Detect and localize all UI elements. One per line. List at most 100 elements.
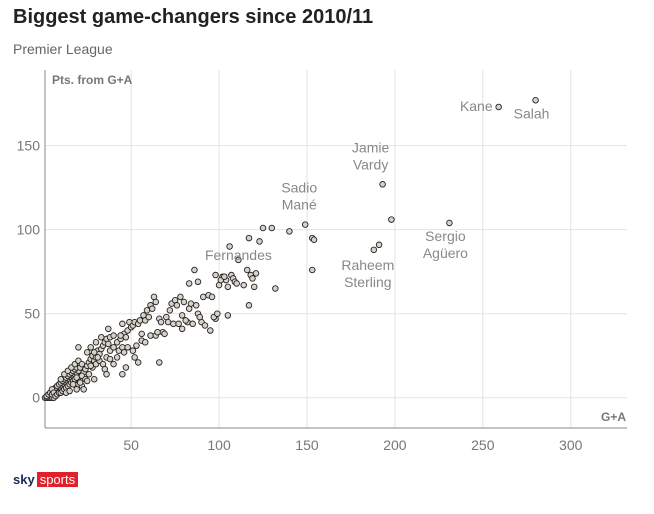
data-point <box>224 312 232 319</box>
data-point <box>124 344 131 351</box>
data-point <box>388 216 395 223</box>
y-axis-label: Pts. from G+A <box>52 73 133 87</box>
data-point <box>532 97 539 104</box>
data-point <box>370 246 378 254</box>
data-point <box>92 339 100 346</box>
data-point <box>192 302 200 309</box>
data-point <box>152 298 160 306</box>
data-point <box>214 310 221 317</box>
data-point <box>446 219 453 227</box>
data-point <box>133 342 140 349</box>
data-point <box>66 387 73 395</box>
data-point <box>166 307 174 314</box>
data-point <box>259 224 267 232</box>
data-point <box>87 344 94 351</box>
data-point <box>212 271 219 279</box>
data-point <box>173 302 181 309</box>
data-point <box>177 293 184 301</box>
annotation-label: Sadio <box>281 180 317 196</box>
y-tick-label: 150 <box>17 138 41 154</box>
data-point <box>119 320 126 328</box>
data-point <box>233 280 240 287</box>
data-point <box>145 313 152 321</box>
annotation-label: Raheem <box>341 257 394 273</box>
data-point <box>113 354 121 361</box>
data-point <box>80 386 87 393</box>
chart-subtitle: Premier League <box>13 41 113 57</box>
data-point <box>189 320 196 328</box>
annotation-label: Sterling <box>344 274 391 290</box>
data-point <box>164 318 172 326</box>
data-point <box>249 275 256 282</box>
data-point <box>122 364 130 371</box>
annotation-label: Agüero <box>423 245 468 261</box>
data-point <box>245 234 253 242</box>
data-point <box>250 283 258 291</box>
x-tick-label: 100 <box>207 437 231 453</box>
data-point <box>98 333 105 341</box>
data-point <box>182 317 189 324</box>
data-point <box>119 370 126 378</box>
data-point <box>495 103 502 111</box>
data-point <box>143 307 151 314</box>
data-point <box>201 322 209 329</box>
data-point <box>76 379 84 386</box>
annotation-label: Mané <box>282 197 317 213</box>
x-tick-label: 150 <box>295 437 319 453</box>
data-point <box>309 266 316 274</box>
data-point <box>310 236 318 244</box>
data-point <box>87 362 94 370</box>
data-point <box>194 278 202 286</box>
data-point <box>78 360 86 368</box>
x-tick-label: 200 <box>383 437 407 453</box>
data-point <box>106 355 114 363</box>
data-point <box>57 376 65 383</box>
data-point <box>110 360 117 368</box>
data-point <box>73 374 80 381</box>
data-point <box>83 349 91 356</box>
data-point <box>252 270 260 277</box>
data-point <box>85 370 93 378</box>
sky-sports-logo: sky sports <box>13 472 79 487</box>
data-point <box>286 228 293 235</box>
data-point <box>156 359 163 366</box>
data-point <box>103 370 110 378</box>
data-point <box>226 243 233 250</box>
data-point <box>147 332 154 339</box>
logo-sports: sports <box>36 472 79 487</box>
data-point <box>105 325 112 333</box>
data-point <box>221 273 228 280</box>
y-tick-label: 100 <box>17 222 41 238</box>
data-point <box>110 332 117 339</box>
data-point <box>161 330 168 338</box>
data-point <box>105 340 112 348</box>
annotation-label: Jamie <box>352 139 390 155</box>
data-point <box>129 347 137 354</box>
data-point <box>134 359 142 366</box>
data-point <box>117 332 124 339</box>
data-point <box>90 376 98 383</box>
annotation-label: Fernandes <box>205 247 272 263</box>
data-point <box>69 381 77 388</box>
data-point <box>375 241 383 249</box>
x-tick-label: 300 <box>559 437 583 453</box>
data-point <box>75 344 82 351</box>
data-point <box>178 312 186 319</box>
data-point <box>191 266 198 274</box>
data-point <box>199 293 207 301</box>
data-point <box>175 320 182 328</box>
data-point <box>178 325 186 333</box>
data-point <box>224 283 232 291</box>
data-point <box>301 221 309 228</box>
data-point <box>157 318 165 326</box>
data-point <box>256 238 263 245</box>
y-tick-label: 0 <box>32 390 40 406</box>
data-point <box>122 333 130 341</box>
data-point <box>131 354 138 361</box>
data-point <box>245 302 253 309</box>
data-point <box>149 305 156 312</box>
data-point <box>240 281 247 289</box>
data-point <box>185 280 193 287</box>
logo-sky: sky <box>13 472 35 487</box>
